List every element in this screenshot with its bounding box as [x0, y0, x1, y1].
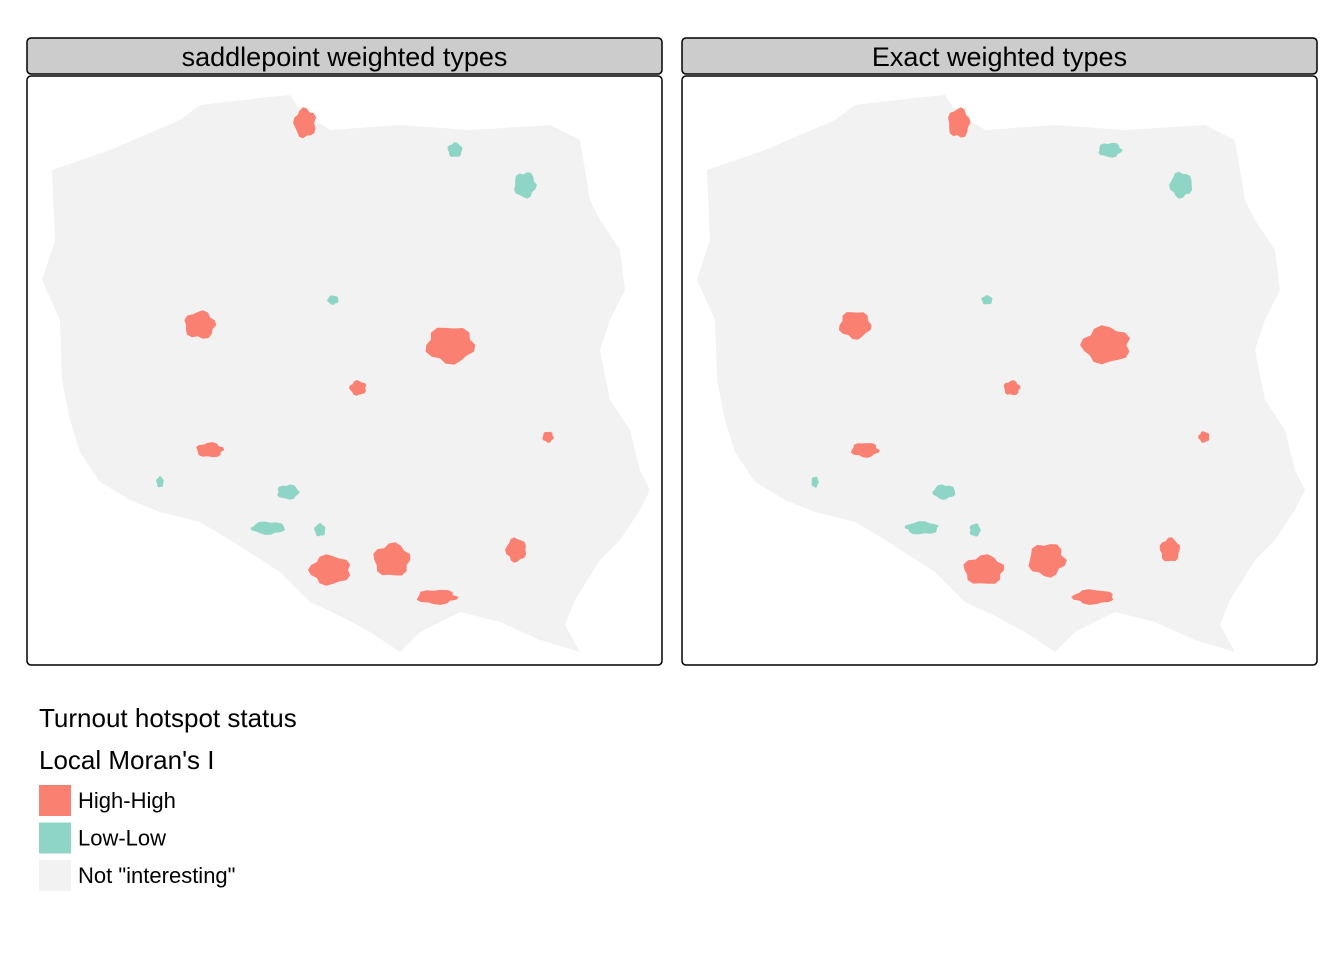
country-outline [42, 95, 650, 652]
low-low-cluster [277, 484, 300, 500]
high-high-cluster [293, 107, 317, 139]
high-high-cluster [839, 312, 872, 340]
legend-swatch [39, 860, 71, 891]
high-high-cluster [1159, 537, 1181, 562]
low-low-cluster [981, 295, 993, 305]
legend-swatch [39, 822, 71, 854]
high-high-cluster [963, 554, 1005, 584]
high-high-cluster [505, 537, 527, 563]
high-high-cluster [851, 443, 880, 458]
low-low-cluster [156, 476, 164, 488]
low-low-cluster [969, 523, 981, 537]
high-high-cluster [1071, 589, 1114, 605]
high-high-cluster [308, 554, 351, 586]
panel-strip [681, 37, 1318, 75]
low-low-cluster [314, 523, 326, 537]
high-high-cluster [184, 310, 217, 339]
map-panel: Exact weighted types [681, 37, 1318, 666]
low-low-cluster [327, 295, 339, 305]
low-low-cluster [904, 521, 939, 535]
high-high-cluster [196, 442, 225, 458]
low-low-cluster [447, 142, 463, 157]
high-high-cluster [542, 431, 554, 443]
low-low-cluster [250, 521, 285, 535]
low-low-cluster [1169, 171, 1193, 199]
high-high-cluster [349, 380, 367, 396]
low-low-cluster [811, 476, 819, 488]
panel-strip [26, 37, 663, 75]
panel-title: saddlepoint weighted types [182, 42, 508, 72]
map-panel: saddlepoint weighted types [26, 37, 663, 666]
panel-title: Exact weighted types [872, 42, 1127, 72]
high-high-cluster [373, 542, 411, 576]
legend-swatch [39, 785, 71, 816]
high-high-cluster [948, 107, 971, 138]
low-low-cluster [514, 172, 537, 199]
legend-label: Low-Low [78, 826, 166, 851]
high-high-cluster [1003, 380, 1021, 396]
high-high-cluster [1198, 431, 1210, 443]
legend-subtitle: Local Moran's I [39, 745, 215, 775]
legend-label: Not "interesting" [78, 863, 235, 888]
low-low-cluster [932, 484, 956, 500]
high-high-cluster [1028, 544, 1067, 578]
high-high-cluster [1080, 325, 1131, 365]
country-outline [697, 95, 1305, 652]
legend-label: High-High [78, 788, 176, 813]
high-high-cluster [425, 327, 476, 365]
high-high-cluster [416, 589, 459, 605]
low-low-cluster [1098, 142, 1123, 158]
legend-title: Turnout hotspot status [39, 703, 297, 733]
